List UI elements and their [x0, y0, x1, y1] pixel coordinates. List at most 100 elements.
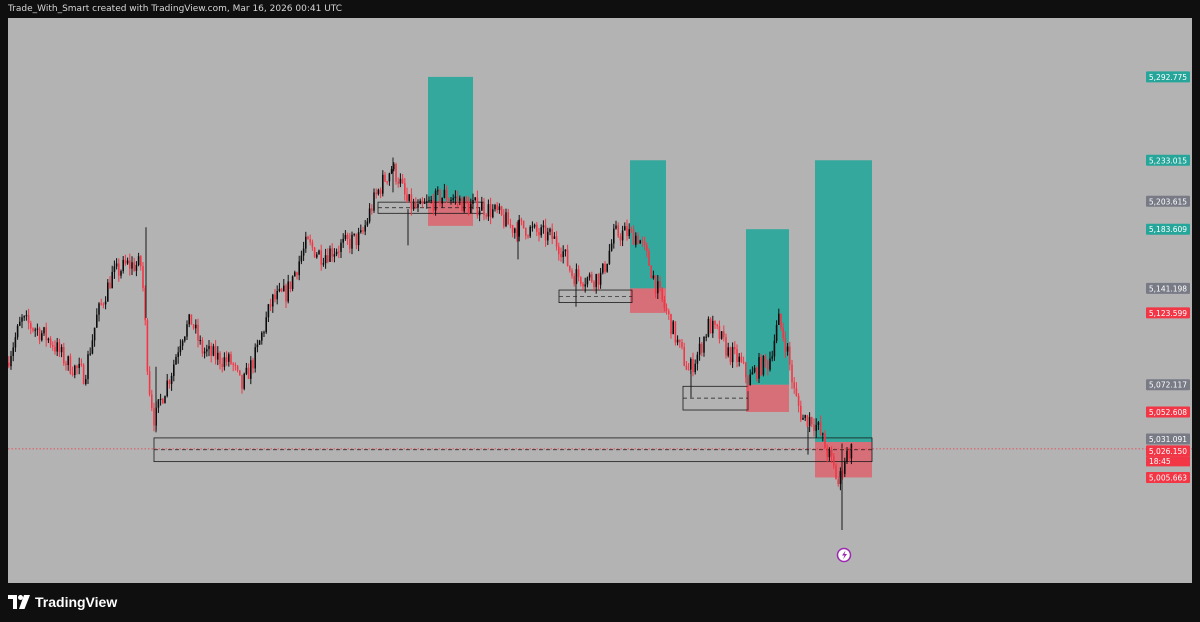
candle-body — [665, 307, 668, 312]
candle-body — [760, 357, 762, 375]
candle-body — [137, 256, 140, 265]
candle-body — [12, 347, 14, 356]
countdown-label: 18:45 — [1149, 457, 1171, 466]
candle-body — [406, 194, 408, 201]
candle-body — [844, 461, 846, 475]
candle-body — [34, 329, 36, 331]
candle-body — [109, 282, 111, 289]
candle-body — [107, 282, 109, 302]
candle-body — [428, 200, 430, 202]
candle-body — [610, 243, 613, 251]
candle-body — [166, 380, 168, 397]
candle-body — [129, 260, 131, 269]
top-caption-bar: Trade_With_Smart created with TradingVie… — [0, 0, 1200, 18]
price-label-9: 5,031.091 — [1149, 435, 1187, 444]
candle-body — [399, 178, 402, 184]
candle-body — [349, 238, 351, 249]
candle-body — [56, 342, 58, 352]
tradingview-logo[interactable]: TradingView — [8, 594, 117, 610]
candle-body — [846, 450, 848, 462]
price-label-bg-6 — [1146, 307, 1190, 319]
candle-body — [395, 164, 397, 182]
candle-body — [47, 338, 50, 341]
candle-body — [518, 219, 520, 237]
candle-body — [778, 313, 780, 325]
price-label-8: 5,052.608 — [1149, 408, 1187, 417]
candle-body — [115, 263, 118, 267]
candle-body — [82, 364, 85, 384]
target-zone-3 — [746, 229, 789, 385]
candle-body — [586, 277, 589, 285]
candle-body — [43, 327, 45, 334]
candle-body — [591, 274, 593, 282]
candle-body — [771, 356, 773, 359]
candle-body — [806, 415, 809, 427]
candle-body — [102, 303, 105, 305]
candle-body — [775, 324, 778, 341]
candle-body — [639, 240, 641, 244]
candle-body — [500, 206, 503, 215]
candle-body — [564, 249, 567, 252]
candle-body — [100, 303, 102, 305]
candle-body — [265, 317, 267, 333]
candle-body — [551, 228, 553, 239]
price-label-4: 5,183.609 — [1149, 225, 1187, 234]
candle-body — [104, 301, 107, 305]
candle-body — [496, 204, 498, 211]
candle-body — [85, 379, 87, 384]
candle-body — [703, 336, 705, 353]
candle-body — [384, 174, 386, 182]
candle-body — [247, 367, 250, 379]
candle-body — [21, 317, 23, 322]
price-label-1: 5,292.775 — [1149, 73, 1187, 82]
candle-body — [802, 417, 804, 420]
price-label-6: 5,123.599 — [1149, 309, 1187, 318]
stop-zone-4 — [815, 441, 872, 478]
candle-body — [360, 230, 362, 233]
candle-body — [690, 358, 692, 370]
candle-body — [300, 255, 303, 262]
candle-body — [214, 346, 217, 360]
candle-body — [289, 281, 292, 290]
candle-body — [725, 337, 727, 356]
candle-body — [236, 365, 239, 371]
candle-body — [254, 347, 256, 369]
candle-body — [716, 324, 718, 327]
candle-body — [408, 194, 410, 201]
chart-area[interactable]: 5,292.775 5,233.015 5,203.615 5,183.609 5,14… — [8, 18, 1192, 583]
candle-body — [503, 214, 505, 227]
candle-body — [404, 183, 406, 195]
candle-body — [76, 365, 78, 369]
price-axis-labels: 5,292.775 5,233.015 5,203.615 5,183.609 5,14… — [1146, 71, 1190, 483]
candle-body — [412, 202, 415, 210]
candle-body — [626, 226, 628, 237]
price-label-bg-9 — [1146, 433, 1190, 445]
candle-body — [580, 277, 582, 284]
zones — [153, 201, 873, 463]
candle-body — [63, 347, 65, 364]
lightning-icon[interactable] — [836, 547, 852, 563]
candle-body — [509, 224, 512, 226]
candle-body — [782, 327, 784, 339]
price-chart[interactable]: 5,292.775 5,233.015 5,203.615 5,183.609 5,14… — [8, 18, 1192, 583]
candle-body — [456, 196, 459, 201]
candle-body — [346, 234, 349, 239]
candle-body — [529, 226, 531, 237]
candle-body — [837, 479, 839, 485]
candle-body — [318, 250, 320, 255]
candle-body — [685, 365, 688, 370]
tradingview-logo-icon — [8, 595, 30, 609]
candle-body — [654, 275, 657, 294]
candle-body — [756, 367, 758, 379]
candle-body — [817, 422, 820, 425]
candle-body — [133, 262, 135, 271]
price-label-3: 5,203.615 — [1149, 197, 1187, 206]
candle-body — [111, 271, 113, 289]
price-label-bg-4 — [1146, 223, 1190, 235]
candle-body — [566, 249, 569, 266]
candle-body — [140, 256, 142, 266]
candle-body — [635, 235, 637, 245]
candle-body — [463, 197, 465, 212]
candle-body — [16, 325, 19, 338]
price-label-bg-11 — [1146, 471, 1190, 483]
